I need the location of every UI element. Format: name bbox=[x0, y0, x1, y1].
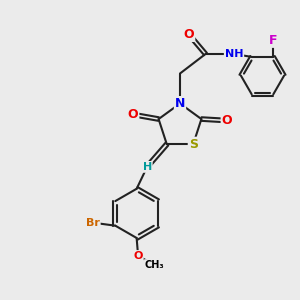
Text: NH: NH bbox=[225, 49, 243, 59]
Text: CH₃: CH₃ bbox=[145, 260, 164, 270]
Text: O: O bbox=[134, 251, 143, 261]
Text: F: F bbox=[269, 34, 278, 47]
Text: H: H bbox=[142, 162, 152, 172]
Text: N: N bbox=[175, 97, 185, 110]
Text: O: O bbox=[222, 114, 232, 127]
Text: Br: Br bbox=[86, 218, 100, 228]
Text: O: O bbox=[184, 28, 194, 41]
Text: O: O bbox=[128, 108, 138, 121]
Text: S: S bbox=[189, 138, 198, 151]
